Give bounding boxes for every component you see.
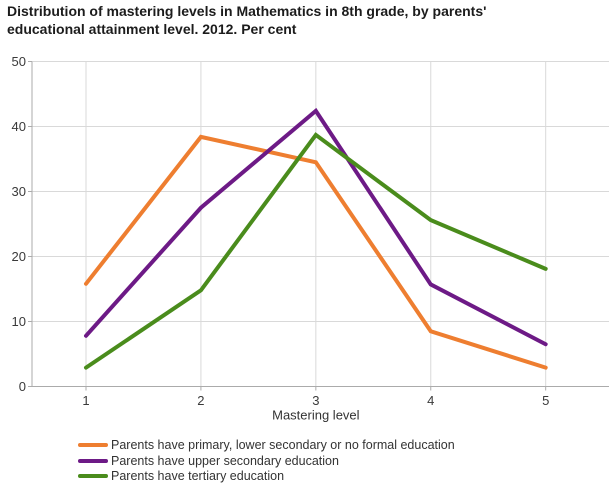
data-series-line: [84, 107, 548, 347]
x-axis-tick-label: 2: [197, 393, 204, 408]
legend-label: Parents have primary, lower secondary or…: [111, 437, 455, 452]
x-axis-tick-label: 4: [427, 393, 434, 408]
x-axis-tick-label: 5: [542, 393, 549, 408]
y-axis-tick-label: 50: [12, 54, 26, 69]
legend-item-primary-education: Parents have primary, lower secondary or…: [78, 437, 455, 453]
legend-swatch-green: [78, 474, 108, 479]
x-axis-tick-label: 3: [312, 393, 319, 408]
x-axis-label: Mastering level: [272, 408, 360, 423]
y-axis-tick-label: 40: [12, 119, 26, 134]
legend-swatch-purple: [78, 458, 108, 463]
y-axis-tick-label: 30: [12, 184, 26, 199]
line-chart: 0 10 20 30 40 50 1 2 3 4 5 Mastering level: [12, 54, 609, 423]
page-title: Distribution of mastering levels in Math…: [7, 3, 487, 37]
legend-item-upper-secondary-education: Parents have upper secondary education: [78, 453, 455, 469]
legend-label: Parents have upper secondary education: [111, 453, 339, 468]
y-axis-tick-label: 20: [12, 249, 26, 264]
legend-label: Parents have tertiary education: [111, 469, 285, 484]
data-series-line: [84, 134, 548, 370]
x-axis-tick-label: 1: [82, 393, 89, 408]
legend-item-tertiary-education: Parents have tertiary education: [78, 468, 455, 484]
y-axis-tick-label: 10: [12, 314, 26, 329]
chart-legend: Parents have primary, lower secondary or…: [78, 437, 455, 484]
data-series-line: [84, 132, 548, 370]
legend-swatch-orange: [78, 442, 108, 447]
y-axis-tick-label: 0: [19, 379, 26, 394]
